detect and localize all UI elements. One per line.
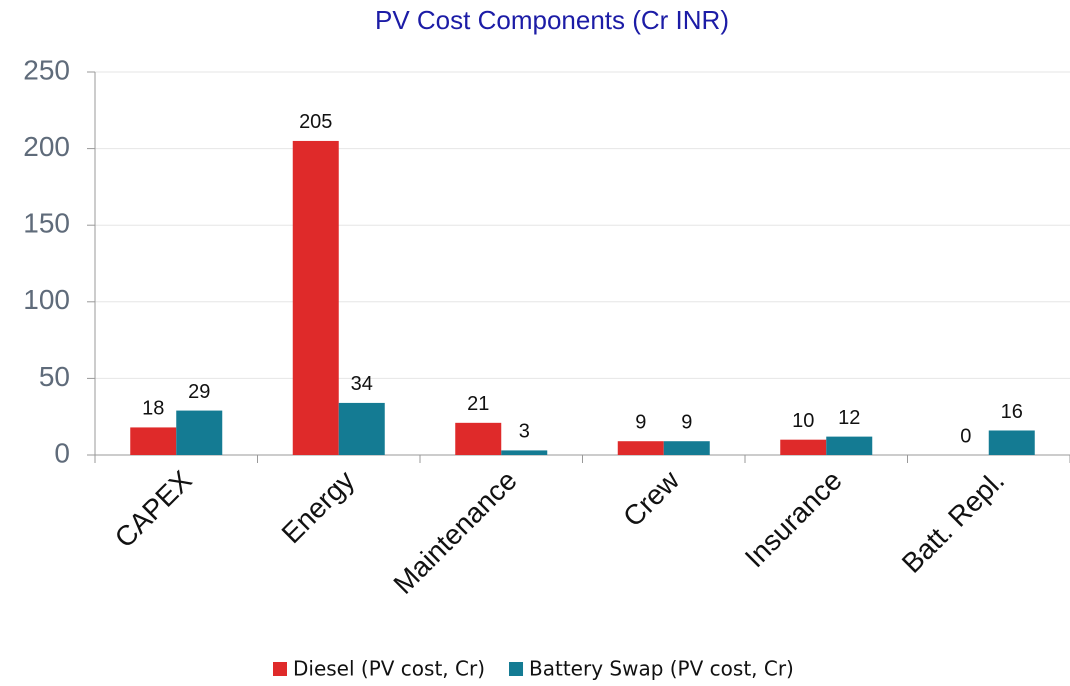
x-tick-label: Maintenance [387,465,522,600]
x-tick-label: Batt. Repl. [896,465,1010,579]
data-label: 18 [142,398,164,420]
x-tick-label: CAPEX [109,464,198,553]
bar [988,430,1035,455]
bar [826,436,873,455]
y-tick-label: 0 [54,437,70,468]
data-label: 16 [1001,401,1023,423]
x-tick-label: Energy [276,465,361,550]
x-tick-label: Insurance [739,465,848,574]
data-label: 205 [299,111,332,133]
legend-label: Diesel (PV cost, Cr) [293,657,485,681]
data-label: 29 [188,381,210,403]
x-tick-label: Crew [617,464,686,533]
bar [617,441,664,455]
bar [455,422,502,455]
bar [292,140,339,455]
data-label: 10 [792,410,814,432]
legend-swatch [273,662,287,676]
legend-swatch [509,662,524,676]
y-tick-label: 250 [23,54,70,85]
chart-title: PV Cost Components (Cr INR) [375,5,729,35]
data-label: 3 [519,421,530,443]
data-label: 0 [960,425,971,447]
y-tick-label: 150 [23,208,70,239]
bar [780,439,827,455]
data-label: 21 [467,393,489,415]
y-tick-label: 50 [39,361,70,392]
bar [176,410,223,455]
bar [338,402,385,455]
legend: Diesel (PV cost, Cr) Battery Swap (PV cos… [273,657,794,681]
data-label: 34 [351,373,373,395]
y-tick-label: 200 [23,131,70,162]
data-label: 9 [635,411,646,433]
bar [663,441,710,455]
data-label: 12 [838,407,860,429]
y-tick-label: 100 [23,284,70,315]
data-label: 9 [681,411,692,433]
bar [501,450,548,455]
legend-label: Battery Swap (PV cost, Cr) [529,657,794,681]
bar [130,427,177,455]
